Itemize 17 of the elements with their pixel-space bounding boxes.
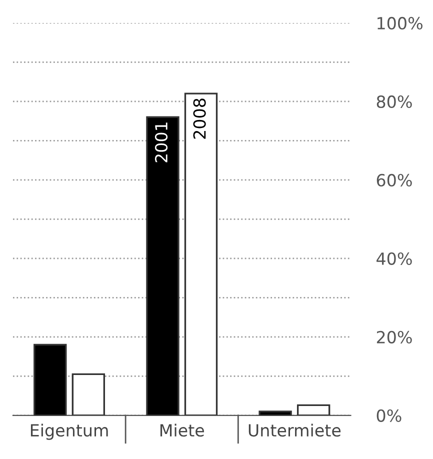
y-tick-label: 60% [376, 174, 412, 186]
y-tick-label: 80% [376, 95, 412, 108]
bar [184, 92, 218, 416]
bar [146, 116, 180, 416]
series-label: 2008 [193, 98, 206, 139]
bar [258, 410, 292, 416]
series-label: 2001 [154, 122, 168, 162]
bar [72, 373, 106, 416]
y-tick-label: 40% [376, 252, 412, 265]
bar [296, 404, 330, 416]
bar [34, 344, 67, 416]
y-tick-label: 100% [378, 16, 422, 30]
x-tick-label: Miete [160, 424, 204, 437]
y-tick-label: 0% [376, 409, 402, 422]
y-tick-label: 20% [376, 330, 412, 344]
x-tick-label: Eigentum [30, 424, 108, 440]
x-tick-label: Untermiete [248, 424, 341, 437]
